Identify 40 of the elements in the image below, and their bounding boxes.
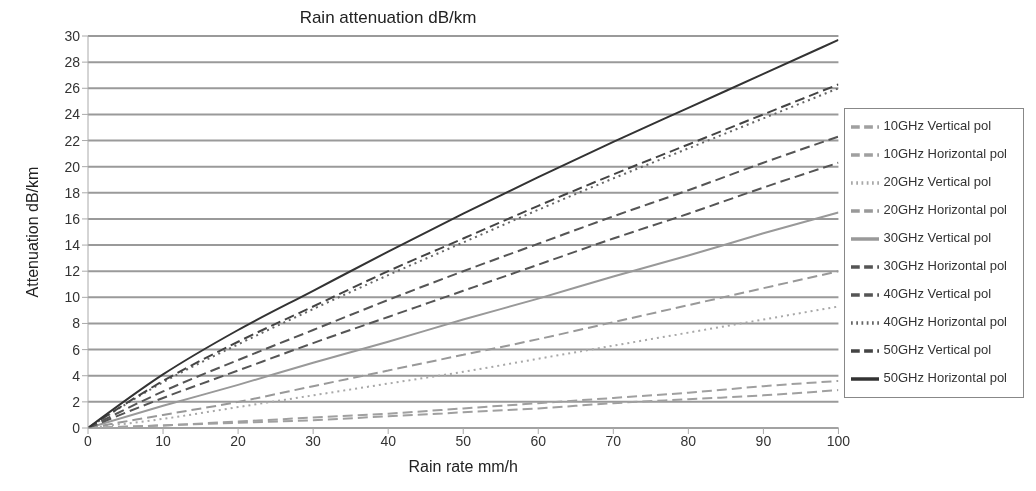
y-tick-label: 14 — [64, 237, 81, 254]
y-tick-label: 8 — [72, 315, 81, 332]
y-tick-label: 22 — [64, 132, 81, 149]
x-tick-label: 70 — [605, 432, 622, 449]
legend-label: 20GHz Vertical pol — [883, 174, 992, 190]
legend-label: 20GHz Horizontal pol — [883, 202, 1007, 218]
x-tick-label: 30 — [305, 432, 322, 449]
y-tick-label: 6 — [72, 341, 81, 358]
x-tick-label: 10 — [155, 432, 172, 449]
y-tick-label: 30 — [64, 27, 81, 44]
y-axis-title: Attenuation dB/km — [23, 166, 41, 298]
x-tick-label: 50 — [455, 432, 472, 449]
y-tick-label: 18 — [64, 184, 81, 201]
x-tick-label: 80 — [680, 432, 697, 449]
y-tick-label: 16 — [64, 210, 81, 227]
x-tick-label: 0 — [84, 432, 93, 449]
x-tick-label: 90 — [755, 432, 772, 449]
y-tick-label: 4 — [72, 367, 81, 384]
legend-label: 40GHz Vertical pol — [883, 286, 992, 302]
legend-label: 30GHz Vertical pol — [883, 230, 992, 246]
legend-label: 10GHz Vertical pol — [883, 118, 992, 134]
legend-label: 50GHz Vertical pol — [883, 342, 992, 358]
y-tick-label: 28 — [64, 54, 81, 71]
legend-label: 50GHz Horizontal pol — [883, 370, 1007, 386]
x-axis-title: Rain rate mm/h — [408, 458, 518, 475]
y-tick-label: 12 — [64, 263, 81, 280]
y-tick-label: 10 — [64, 289, 81, 306]
legend-label: 30GHz Horizontal pol — [883, 258, 1007, 274]
y-tick-label: 24 — [64, 106, 81, 123]
y-tick-label: 2 — [72, 393, 81, 410]
x-tick-label: 40 — [380, 432, 397, 449]
y-tick-label: 26 — [64, 80, 81, 97]
legend-label: 10GHz Horizontal pol — [883, 146, 1007, 162]
x-tick-label: 60 — [530, 432, 547, 449]
chart-title: Rain attenuation dB/km — [298, 8, 478, 28]
x-tick-label: 100 — [826, 432, 851, 449]
y-tick-label: 20 — [64, 158, 81, 175]
x-tick-label: 20 — [230, 432, 247, 449]
legend-label: 40GHz Horizontal pol — [883, 314, 1007, 330]
y-tick-label: 0 — [72, 419, 81, 436]
